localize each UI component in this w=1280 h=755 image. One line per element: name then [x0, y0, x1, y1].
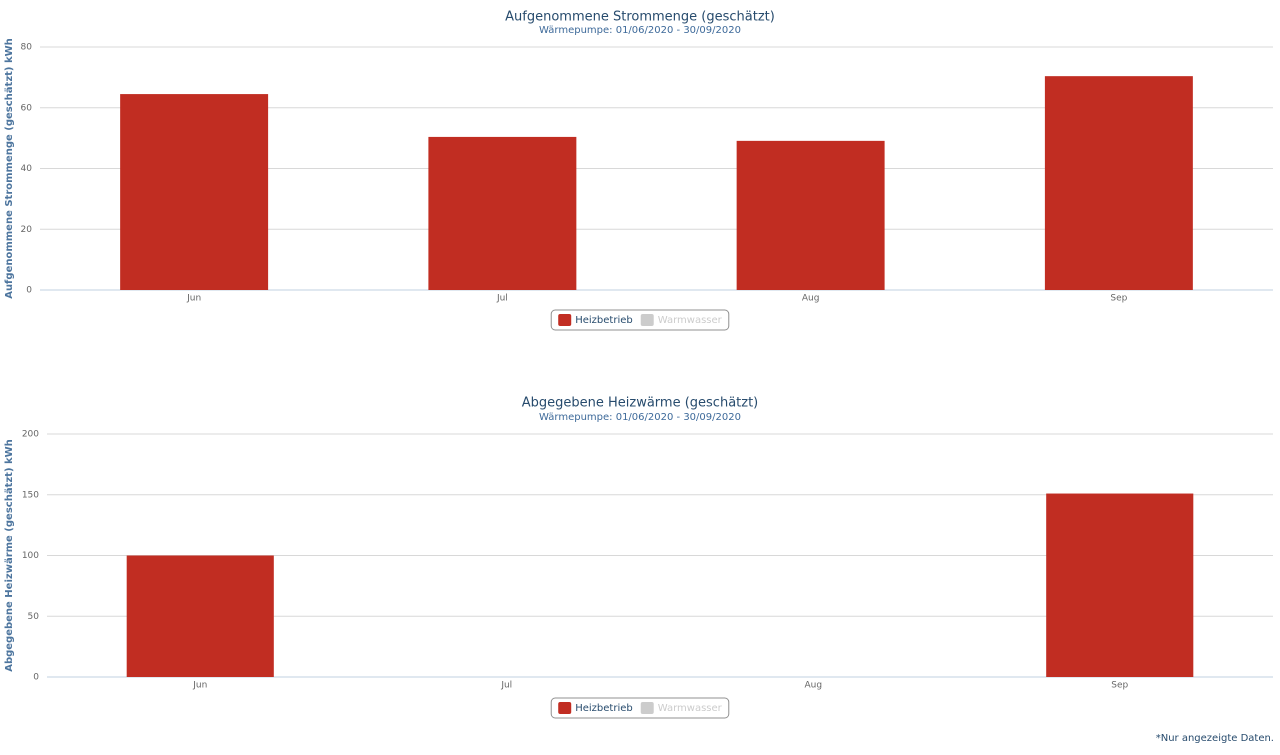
legend-swatch [640, 702, 654, 714]
bar [428, 136, 577, 290]
bar [126, 555, 274, 677]
bar [736, 140, 885, 290]
legend: Heizbetrieb Warmwasser [550, 309, 730, 331]
bar [1044, 76, 1193, 290]
x-tick-label: Jul [496, 294, 508, 304]
legend-swatch [558, 702, 572, 714]
y-tick-label: 60 [21, 103, 33, 113]
x-tick-label: Sep [1111, 681, 1128, 691]
legend-item: Warmwasser [658, 703, 723, 714]
y-axis-label: Abgegebene Heizwärme (geschätzt) kWh [4, 439, 15, 672]
y-tick-label: 40 [21, 164, 33, 174]
x-tick-label: Jul [500, 681, 512, 691]
bar [120, 94, 269, 290]
legend-box [550, 697, 730, 719]
legend-swatch [640, 314, 654, 326]
legend-swatch [558, 314, 572, 326]
y-tick-label: 0 [26, 286, 32, 296]
y-tick-label: 150 [22, 490, 39, 500]
y-tick-label: 80 [21, 43, 33, 53]
y-tick-label: 200 [22, 430, 39, 440]
x-tick-label: Jun [192, 681, 207, 691]
x-tick-label: Jun [186, 294, 201, 304]
legend-box [550, 309, 730, 331]
chart-subtitle: Wärmepumpe: 01/06/2020 - 30/09/2020 [539, 412, 741, 423]
chart-title: Aufgenommene Strommenge (geschätzt) [505, 10, 775, 25]
y-tick-label: 50 [28, 612, 40, 622]
chart-title: Abgegebene Heizwärme (geschätzt) [522, 396, 759, 411]
x-tick-label: Aug [804, 681, 822, 691]
legend-item: Heizbetrieb [575, 315, 633, 326]
chart-subtitle: Wärmepumpe: 01/06/2020 - 30/09/2020 [539, 25, 741, 36]
footnote: *Nur angezeigte Daten. [1156, 733, 1274, 744]
bar [1046, 493, 1194, 677]
y-tick-label: 20 [21, 225, 33, 235]
legend-item: Warmwasser [658, 315, 723, 326]
legend: Heizbetrieb Warmwasser [550, 697, 730, 719]
y-tick-label: 0 [33, 673, 39, 683]
legend-item: Heizbetrieb [575, 703, 633, 714]
x-tick-label: Aug [802, 294, 820, 304]
x-tick-label: Sep [1110, 294, 1127, 304]
y-axis-label: Aufgenommene Strommenge (geschätzt) kWh [4, 38, 15, 299]
y-tick-label: 100 [22, 551, 39, 561]
